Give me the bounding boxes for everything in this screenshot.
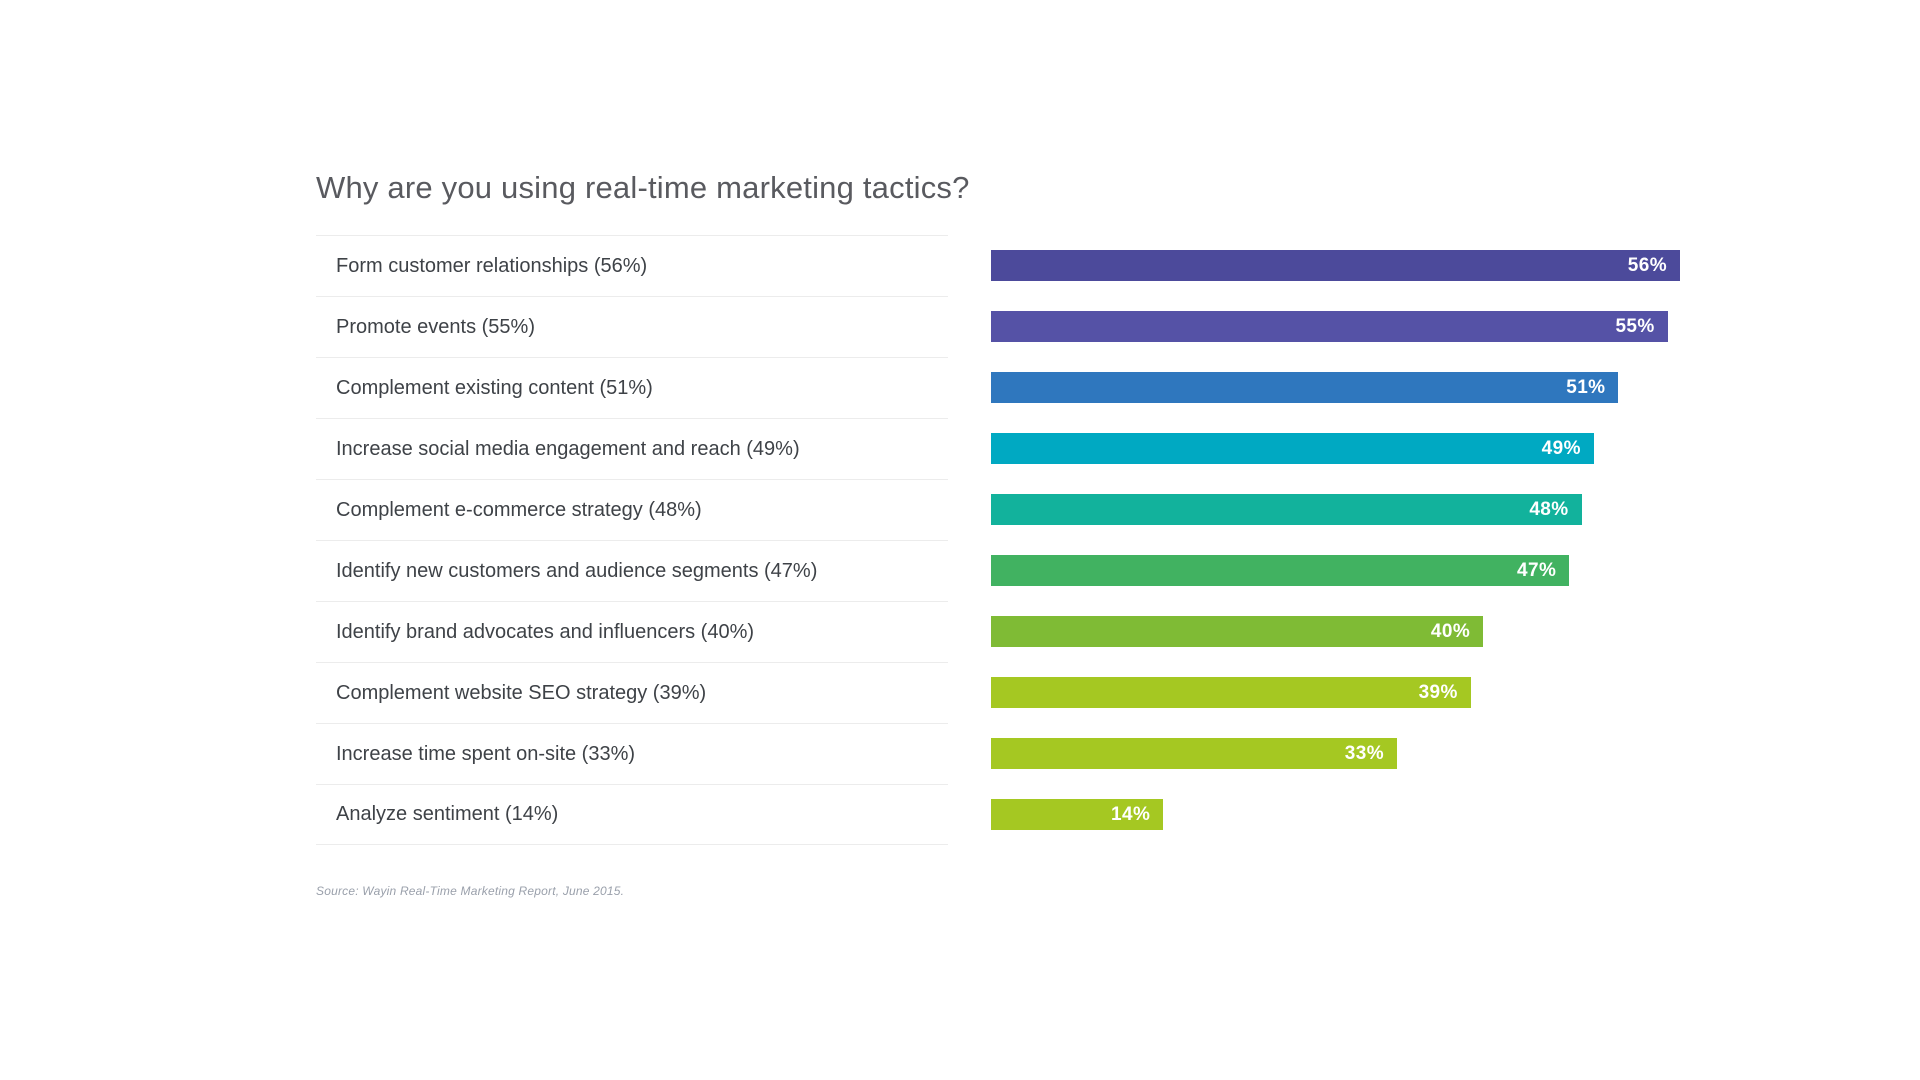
bar-value-label: 39% <box>1418 681 1458 703</box>
bar: 39% <box>991 677 1471 708</box>
chart-title: Why are you using real-time marketing ta… <box>316 170 970 205</box>
bar-row: Increase time spent on-site (33%) 33% <box>316 723 1680 784</box>
bar-row: Complement website SEO strategy (39%) 39… <box>316 662 1680 723</box>
bar-row: Analyze sentiment (14%) 14% <box>316 784 1680 845</box>
bar: 49% <box>991 433 1594 464</box>
category-label: Complement website SEO strategy (39%) <box>316 662 948 723</box>
bar: 33% <box>991 738 1398 769</box>
bar: 51% <box>991 372 1619 403</box>
category-label: Identify brand advocates and influencers… <box>316 601 948 662</box>
bar-row: Complement e-commerce strategy (48%) 48% <box>316 479 1680 540</box>
bar: 48% <box>991 494 1582 525</box>
category-label: Increase time spent on-site (33%) <box>316 723 948 784</box>
category-label: Complement existing content (51%) <box>316 357 948 418</box>
category-label: Promote events (55%) <box>316 296 948 357</box>
bar: 40% <box>991 616 1484 647</box>
category-label: Identify new customers and audience segm… <box>316 540 948 601</box>
category-label: Complement e-commerce strategy (48%) <box>316 479 948 540</box>
bar-rows: Form customer relationships (56%) 56% Pr… <box>316 235 1680 845</box>
bar-value-label: 14% <box>1111 803 1151 825</box>
bar-value-label: 56% <box>1627 254 1667 276</box>
bar-value-label: 40% <box>1430 620 1471 642</box>
category-label: Analyze sentiment (14%) <box>316 784 948 845</box>
bar-value-label: 47% <box>1517 559 1557 581</box>
bar-value-label: 33% <box>1344 742 1385 764</box>
bar-row: Form customer relationships (56%) 56% <box>316 235 1680 296</box>
category-label: Form customer relationships (56%) <box>316 235 948 296</box>
bar-value-label: 49% <box>1541 437 1581 459</box>
bar-row: Promote events (55%) 55% <box>316 296 1680 357</box>
bar-chart: Why are you using real-time marketing ta… <box>316 168 1716 898</box>
bar-row: Identify brand advocates and influencers… <box>316 601 1680 662</box>
bar-value-label: 51% <box>1566 376 1606 398</box>
bar: 55% <box>991 311 1668 342</box>
source-note: Source: Wayin Real-Time Marketing Report… <box>316 884 625 898</box>
bar-row: Identify new customers and audience segm… <box>316 540 1680 601</box>
bar-value-label: 55% <box>1615 315 1655 337</box>
category-label: Increase social media engagement and rea… <box>316 418 948 479</box>
bar-row: Complement existing content (51%) 51% <box>316 357 1680 418</box>
bar: 56% <box>991 250 1680 281</box>
bar: 47% <box>991 555 1570 586</box>
bar-row: Increase social media engagement and rea… <box>316 418 1680 479</box>
bar-value-label: 48% <box>1529 498 1569 520</box>
bar: 14% <box>991 799 1164 830</box>
